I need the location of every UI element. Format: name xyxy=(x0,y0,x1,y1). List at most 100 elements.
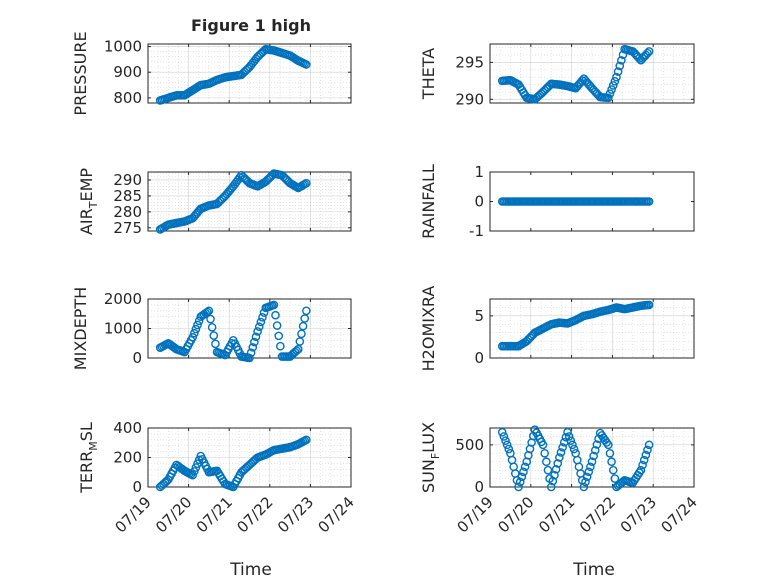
data-point xyxy=(568,440,577,450)
x-tick-label: 07/19 xyxy=(454,493,497,536)
y-tick-label: 400 xyxy=(113,419,142,437)
data-point xyxy=(548,476,558,486)
y-tick-label: 280 xyxy=(113,203,142,221)
data-point xyxy=(298,321,308,331)
data-point xyxy=(607,85,616,94)
x-tick-label: 07/21 xyxy=(535,493,578,536)
data-point xyxy=(502,440,512,450)
data-point xyxy=(573,455,582,465)
y-tick-label: 290 xyxy=(455,90,484,108)
axes-box xyxy=(147,43,352,104)
data-point xyxy=(507,455,517,465)
y-axis-label-rest: LUX xyxy=(419,422,438,453)
data-point xyxy=(643,445,652,455)
y-axis-label: THETA xyxy=(419,48,438,100)
data-point xyxy=(639,455,649,465)
y-axis-label: TERRMSL xyxy=(77,422,100,494)
x-tick-label: 07/21 xyxy=(193,493,236,536)
data-point xyxy=(590,445,600,455)
data-point xyxy=(509,462,518,472)
y-axis-label-subscript: M xyxy=(87,441,100,451)
y-axis-label-main: PRESSURE xyxy=(71,31,90,115)
y-tick-label: 0 xyxy=(474,478,484,496)
data-point xyxy=(592,440,602,449)
data-point xyxy=(302,60,311,69)
data-point xyxy=(538,440,548,450)
data-point xyxy=(188,470,197,480)
data-point xyxy=(644,197,654,206)
axes-box xyxy=(147,171,352,232)
data-point xyxy=(610,77,620,86)
x-tick-label: 07/24 xyxy=(658,493,701,536)
data-point xyxy=(206,314,215,324)
data-point xyxy=(540,448,549,458)
data-point xyxy=(188,333,197,342)
data-point xyxy=(643,48,652,58)
axes-box xyxy=(489,43,695,104)
data-point xyxy=(571,448,580,458)
data-point xyxy=(564,432,574,441)
data-point xyxy=(638,460,647,470)
subplot-pressure: 800 900 1000 PRESSURE xyxy=(71,31,352,116)
y-tick-label: 0 xyxy=(474,349,484,367)
subplot-theta: 290 295 THETA xyxy=(419,43,695,108)
y-tick-label: 2000 xyxy=(104,290,142,308)
data-point xyxy=(589,451,598,461)
data-point xyxy=(605,448,615,458)
data-point xyxy=(635,54,644,63)
data-point xyxy=(191,324,201,334)
data-point xyxy=(515,477,525,487)
data-point xyxy=(211,339,220,349)
data-point xyxy=(542,457,551,467)
data-point xyxy=(209,331,219,340)
data-point xyxy=(556,448,566,457)
x-tick-label: 07/20 xyxy=(152,493,195,536)
data-point xyxy=(193,320,202,330)
data-point xyxy=(189,467,199,476)
y-axis-label: PRESSURE xyxy=(71,31,90,115)
y-tick-label: 0 xyxy=(132,478,142,496)
data-point xyxy=(204,306,214,316)
data-point xyxy=(189,328,199,338)
data-point xyxy=(191,463,201,472)
data-point xyxy=(587,457,597,467)
data-point xyxy=(504,444,514,454)
data-point xyxy=(272,321,282,330)
data-point xyxy=(246,348,256,357)
x-tick-label: 07/24 xyxy=(315,493,358,536)
data-point xyxy=(636,465,646,475)
y-tick-label: 0 xyxy=(474,193,484,211)
data-point xyxy=(574,462,584,472)
y-axis-label: AIRTEMP xyxy=(77,168,100,235)
data-point xyxy=(253,327,262,336)
data-point xyxy=(194,455,204,465)
data-point xyxy=(551,464,561,474)
data-point xyxy=(514,482,523,492)
data-point xyxy=(555,453,564,462)
data-point xyxy=(302,178,311,188)
data-point xyxy=(577,76,587,85)
y-axis-label: MIXDEPTH xyxy=(71,287,90,370)
data-point xyxy=(644,47,654,56)
data-point xyxy=(520,462,530,472)
data-point xyxy=(499,432,509,441)
data-point xyxy=(258,312,267,322)
data-point xyxy=(586,462,595,472)
data-point xyxy=(615,61,625,71)
y-axis-label-main: H2OMIXRA xyxy=(419,286,438,372)
data-point xyxy=(566,436,576,445)
data-point xyxy=(607,457,616,467)
data-point xyxy=(608,81,618,90)
y-axis-label-main: AIR xyxy=(77,208,96,235)
y-tick-label: 900 xyxy=(113,63,142,81)
data-point xyxy=(604,93,613,103)
y-tick-label: 285 xyxy=(113,187,142,205)
x-axis-label-left: Time xyxy=(229,560,272,580)
y-axis-label-main: SUN xyxy=(419,459,438,493)
y-axis-label-subscript: T xyxy=(87,201,100,209)
y-tick-label: 295 xyxy=(455,53,484,71)
data-point xyxy=(297,329,306,339)
data-point xyxy=(553,459,563,468)
